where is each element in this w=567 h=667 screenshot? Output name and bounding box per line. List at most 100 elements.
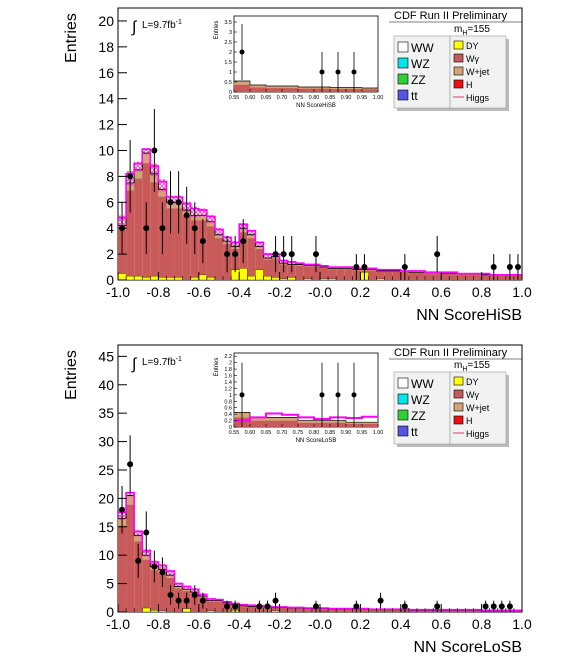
data-point — [191, 225, 198, 232]
bar-dy — [303, 278, 313, 281]
bar-wgamma — [206, 600, 215, 612]
legend-label: WZ — [411, 393, 430, 407]
y-tick-label: 12 — [98, 117, 114, 133]
bar-wgamma — [182, 210, 191, 280]
bar-dy — [150, 275, 159, 281]
bar-wjet — [303, 265, 312, 267]
y-tick-label: 25 — [98, 462, 114, 478]
legend-swatch — [453, 376, 464, 386]
bar-wjet — [214, 234, 224, 239]
data-point — [490, 264, 497, 271]
legend-label: DY — [466, 377, 479, 387]
inset-y-tick-label: 3 — [229, 30, 232, 36]
uncertainty-band — [255, 241, 264, 248]
data-point — [175, 199, 182, 206]
bar-dy — [206, 277, 216, 281]
legend-label: H — [466, 416, 473, 426]
mass-value: =155 — [467, 360, 490, 371]
inset-bar-top — [298, 420, 314, 423]
inset-x-tick-label: 0.95 — [357, 430, 368, 436]
y-tick-label: 35 — [98, 405, 114, 421]
x-tick-label: -0.2 — [268, 284, 292, 300]
inset-y-tick-label: 0.2 — [224, 419, 232, 425]
legend-label: Higgs — [466, 93, 490, 103]
bar-wgamma — [473, 273, 482, 280]
bar-dy — [247, 275, 256, 281]
inset-x-tick-label: 0.90 — [341, 430, 352, 436]
bar-wgamma — [158, 569, 167, 612]
bar-dy — [190, 277, 199, 281]
y-tick-label: 0 — [106, 272, 114, 288]
legend-swatch — [397, 41, 409, 53]
legend-swatch — [397, 89, 409, 101]
bar-dy — [271, 610, 280, 613]
y-tick-label: 15 — [98, 519, 114, 535]
bar-wgamma — [408, 610, 417, 612]
data-point — [401, 264, 408, 271]
legend-swatch — [453, 389, 464, 399]
legend-label: tt — [411, 89, 418, 103]
bar-wgamma — [416, 272, 426, 280]
bar-dy — [158, 610, 167, 613]
x-tick-label: -0.6 — [187, 284, 211, 300]
uncertainty-band — [182, 585, 191, 591]
inset-x-tick-label: 0.60 — [245, 95, 256, 101]
bar-wgamma — [416, 610, 426, 612]
y-tick-label: 4 — [106, 220, 114, 236]
inset-data-point — [319, 69, 325, 75]
x-axis-label: NN ScoreHiSB — [416, 307, 522, 324]
inset-bar — [266, 417, 282, 427]
inset-y-tick-label: 2 — [229, 361, 232, 367]
bar-wgamma — [247, 606, 256, 612]
inset-chart: 0.55 0.60 0.65 0.70 0.75 0.80 0.85 0.90 0.95 1.00… — [214, 352, 383, 444]
bar-wgamma — [303, 265, 312, 280]
bar-wgamma — [465, 610, 474, 612]
y-tick-label: 2 — [106, 246, 114, 262]
inset-bar — [282, 417, 298, 427]
legend-swatch — [397, 393, 409, 405]
x-tick-label: 0.4 — [391, 616, 411, 632]
bar-dy — [279, 278, 288, 281]
inset-x-tick-label: 0.70 — [277, 95, 288, 101]
bar-wjet — [368, 269, 377, 271]
uncertainty-band — [206, 598, 215, 602]
bar-wgamma — [134, 169, 143, 280]
data-point — [143, 225, 150, 232]
inset-bar — [250, 417, 266, 427]
bar-wgamma — [392, 609, 401, 612]
bar-wjet — [328, 268, 337, 270]
data-point — [280, 251, 287, 258]
inset-data-point — [335, 69, 341, 75]
inset-bar-top — [362, 422, 378, 424]
inset-y-tick-label: 1.6 — [224, 374, 232, 380]
bar-wgamma — [118, 518, 127, 612]
legend-label: W+jet — [466, 67, 490, 77]
x-tick-label: -0.6 — [187, 616, 211, 632]
y-axis-label: Entries — [63, 13, 80, 63]
data-point — [175, 597, 182, 604]
bar-dy — [319, 611, 329, 613]
uncertainty-band — [214, 227, 224, 237]
bar-wjet — [198, 215, 207, 221]
x-tick-label: 0.2 — [351, 284, 371, 300]
signal-line — [118, 491, 522, 612]
bar-wgamma — [166, 202, 175, 280]
bar-wgamma — [279, 607, 288, 612]
bar-wgamma — [328, 268, 337, 280]
uncertainty-band — [134, 161, 143, 172]
inset-x-tick-label: 0.65 — [261, 430, 272, 436]
bar-wgamma — [368, 269, 377, 280]
integral-sign: ∫ — [131, 356, 138, 373]
y-tick-label: 45 — [98, 348, 114, 364]
bar-wgamma — [465, 273, 474, 280]
uncertainty-band — [174, 582, 183, 588]
y-tick-label: 10 — [98, 142, 114, 158]
bar-wgamma — [311, 265, 320, 280]
bar-wjet — [295, 264, 304, 266]
bar-wjet — [142, 555, 151, 560]
inset-y-tick-label: 0 — [229, 90, 232, 96]
bar-wjet — [134, 535, 143, 542]
inset-bar — [234, 81, 250, 92]
inset-x-tick-label: 0.70 — [277, 430, 288, 436]
bar-wgamma — [287, 608, 296, 612]
